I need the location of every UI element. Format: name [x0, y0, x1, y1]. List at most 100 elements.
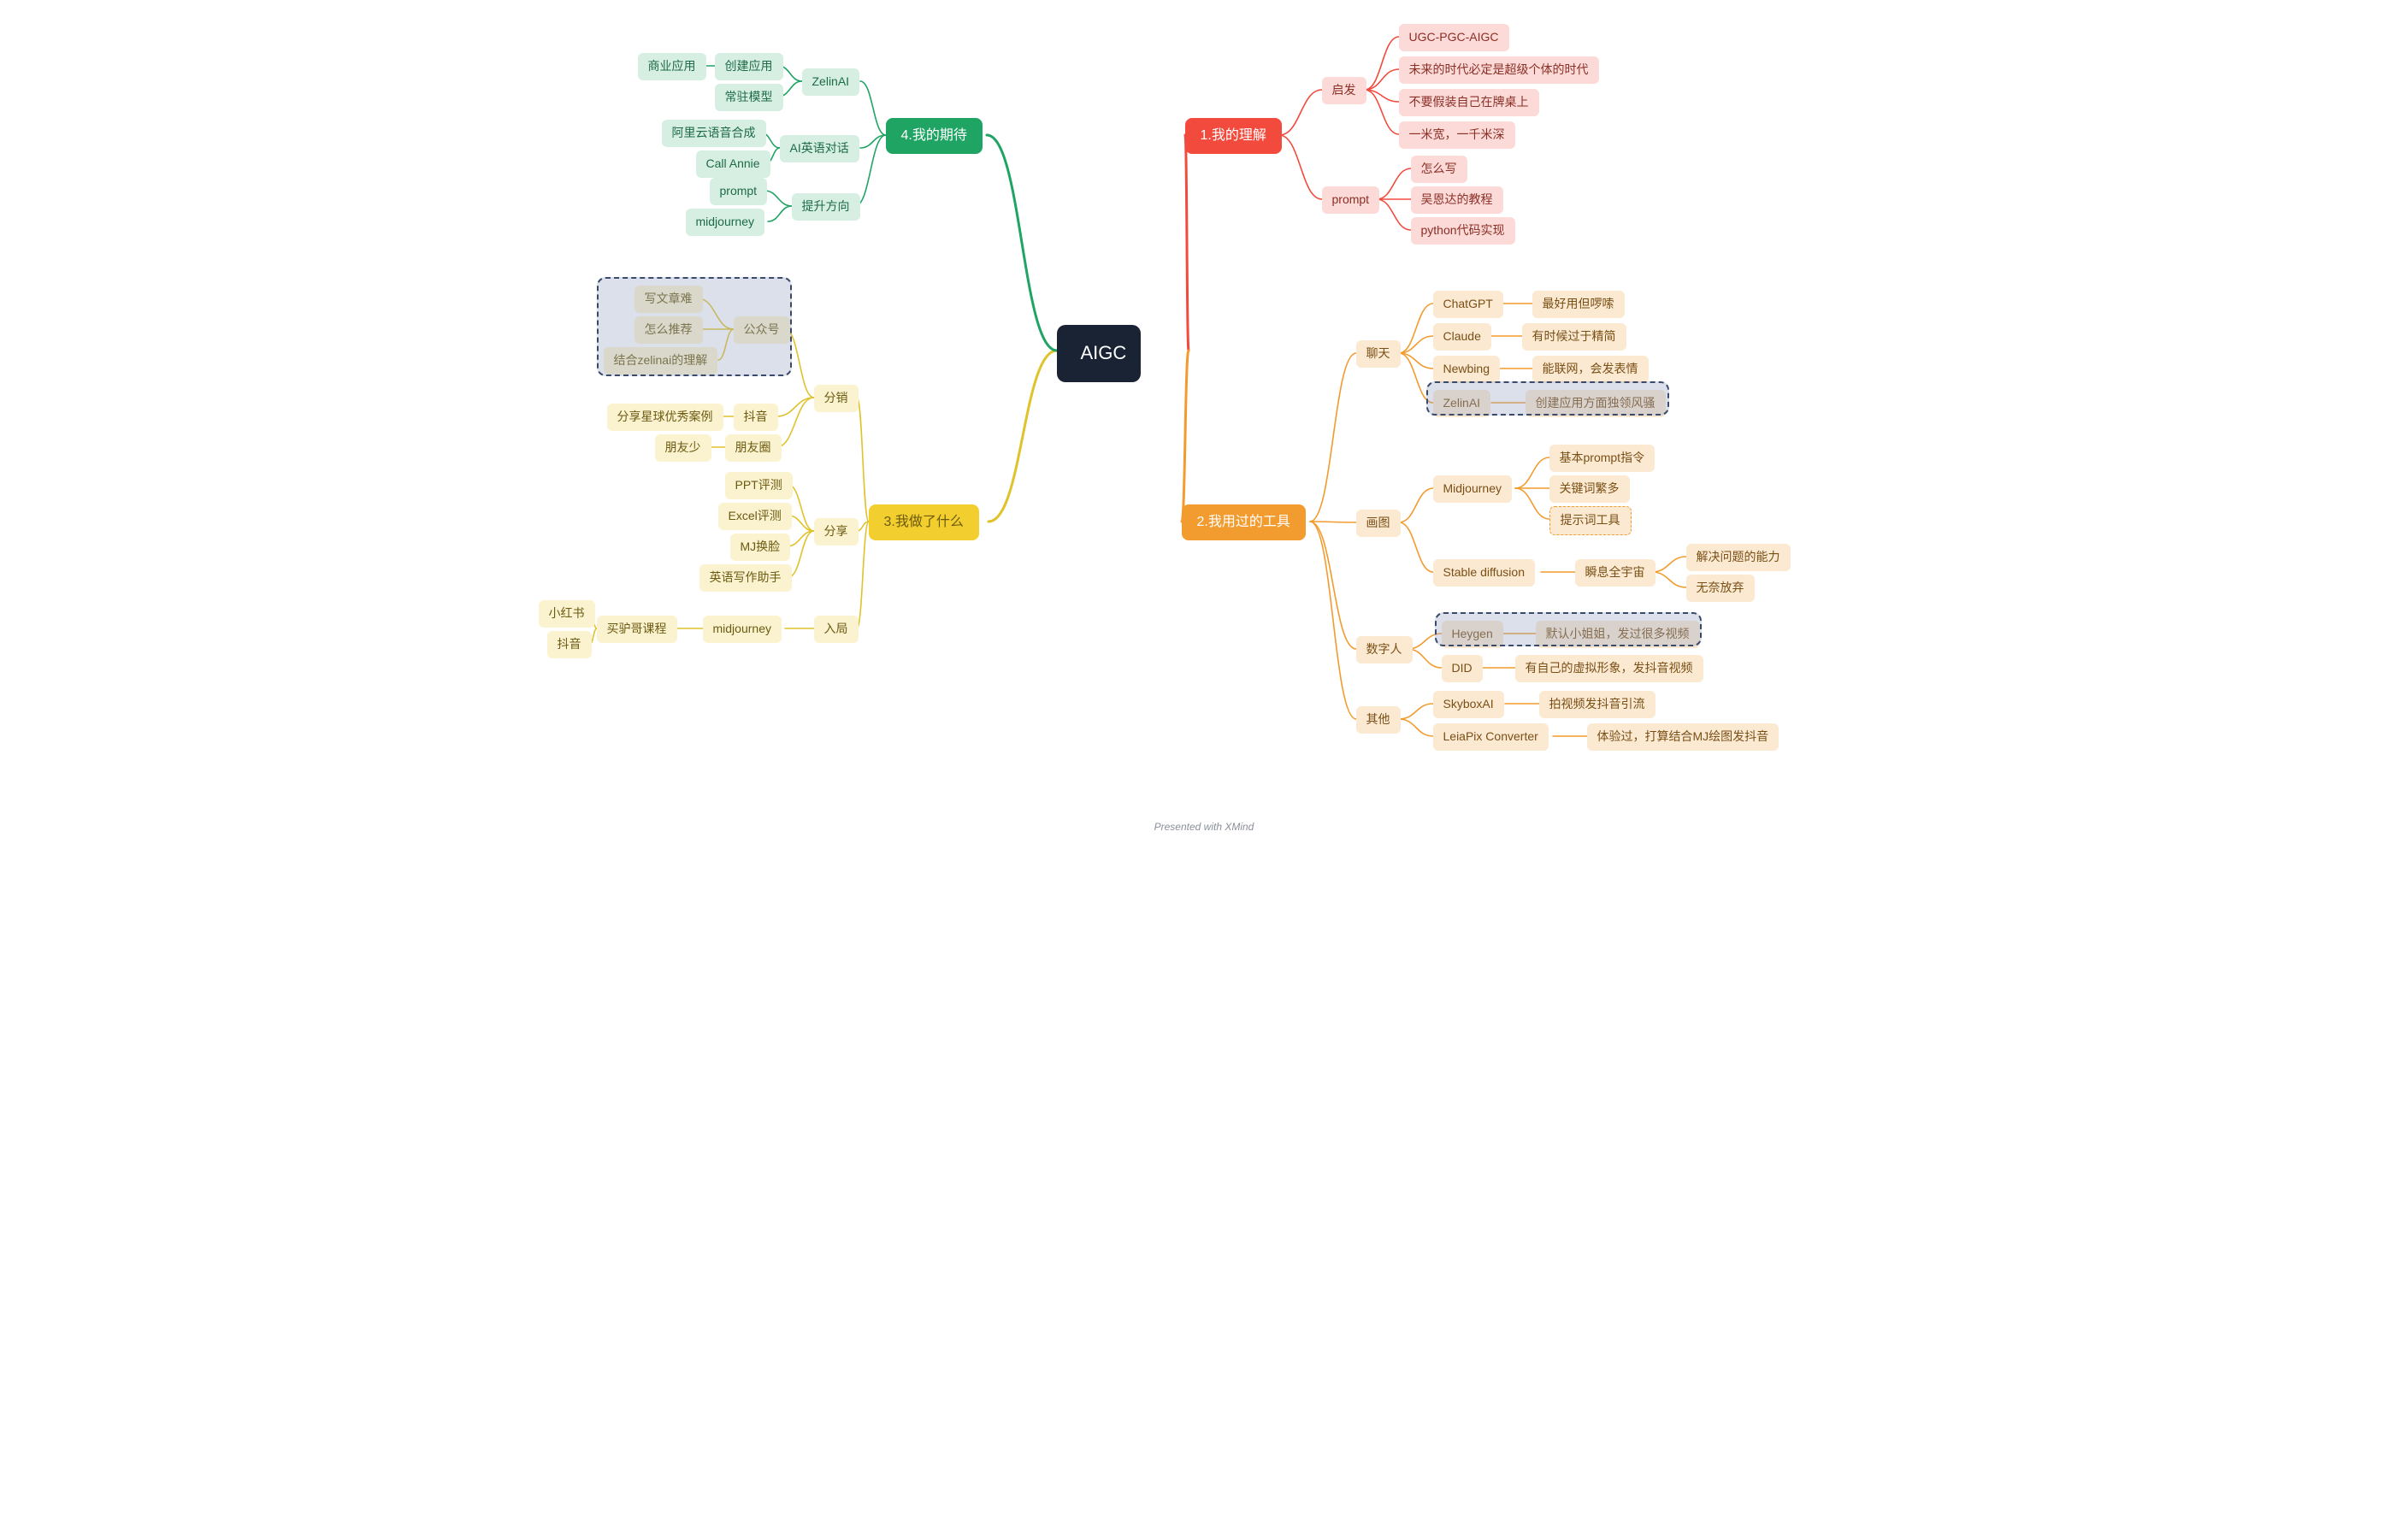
connector	[1515, 457, 1549, 488]
leaf-node: 商业应用	[638, 53, 706, 80]
connector	[1515, 488, 1549, 519]
leaf-node: Midjourney	[1433, 475, 1512, 503]
connector	[987, 135, 1057, 351]
connector	[1377, 199, 1411, 230]
leaf-node: UGC-PGC-AIGC	[1399, 24, 1509, 51]
leaf-node: midjourney	[703, 616, 782, 643]
connector	[1279, 135, 1322, 199]
connector	[1310, 522, 1356, 719]
root-node: AIGC	[1057, 325, 1141, 382]
leaf-node: 入局	[814, 616, 859, 643]
connector	[860, 81, 886, 135]
leaf-node: 关键词繁多	[1549, 475, 1630, 503]
branch-node: 1.我的理解	[1185, 118, 1282, 154]
connector	[764, 191, 792, 206]
leaf-node: Claude	[1433, 323, 1491, 351]
connector	[1399, 488, 1433, 522]
connector	[776, 398, 814, 416]
leaf-node: 创建应用	[715, 53, 783, 80]
leaf-node: 基本prompt指令	[1549, 445, 1656, 472]
leaf-node: MJ换脸	[730, 534, 791, 561]
leaf-node: Stable diffusion	[1433, 559, 1535, 587]
leaf-node: 未来的时代必定是超级个体的时代	[1399, 56, 1599, 84]
leaf-node: 怎么写	[1411, 156, 1467, 183]
connector	[1399, 704, 1433, 719]
leaf-node: SkyboxAI	[1433, 691, 1504, 718]
leaf-node: 提升方向	[792, 193, 860, 221]
connector	[1399, 719, 1433, 736]
leaf-node: 有自己的虚拟形象，发抖音视频	[1515, 655, 1703, 682]
connector	[857, 522, 869, 531]
leaf-node: 数字人	[1356, 636, 1413, 663]
leaf-node: 一米宽，一千米深	[1399, 121, 1515, 149]
leaf-node: Newbing	[1433, 356, 1500, 383]
leaf-node: 朋友少	[655, 434, 711, 462]
leaf-node: 抖音	[547, 631, 592, 658]
leaf-node: 解决问题的能力	[1686, 544, 1791, 571]
connector	[1185, 135, 1189, 351]
leaf-node: 其他	[1356, 706, 1401, 734]
connector	[768, 206, 792, 221]
connector	[1182, 351, 1189, 522]
connector	[1399, 304, 1433, 353]
leaf-node: Excel评测	[718, 503, 792, 530]
leaf-node: 朋友圈	[725, 434, 782, 462]
connector	[1365, 90, 1399, 102]
connector	[1652, 557, 1686, 572]
branch-node: 2.我用过的工具	[1182, 504, 1306, 540]
leaf-node: ChatGPT	[1433, 291, 1503, 318]
connector	[1310, 522, 1356, 649]
leaf-node: python代码实现	[1411, 217, 1515, 245]
connector	[1365, 37, 1399, 90]
leaf-node: LeiaPix Converter	[1433, 723, 1549, 751]
connector	[788, 516, 814, 531]
highlight-box	[1435, 612, 1702, 646]
connector	[776, 398, 814, 447]
leaf-node: 最好用但啰嗦	[1532, 291, 1625, 318]
leaf-node: prompt	[710, 178, 768, 205]
connector	[1408, 649, 1442, 668]
leaf-node: 拍视频发抖音引流	[1539, 691, 1656, 718]
leaf-node: 瞬息全宇宙	[1575, 559, 1656, 587]
highlight-box	[597, 277, 792, 376]
leaf-node: 画图	[1356, 510, 1401, 537]
branch-node: 4.我的期待	[886, 118, 983, 154]
connector	[1377, 168, 1411, 199]
leaf-node: Call Annie	[696, 150, 770, 178]
leaf-node: 常驻模型	[715, 84, 783, 111]
mindmap-canvas: AIGC 1.我的理解 2.我用过的工具 3.我做了什么 4.我的期待 启发 UGC-PGC…	[535, 0, 1874, 855]
leaf-node: prompt	[1322, 186, 1380, 214]
leaf-node: 买驴哥课程	[597, 616, 677, 643]
leaf-node: 英语写作助手	[699, 564, 792, 592]
leaf-node: midjourney	[686, 209, 764, 236]
connector	[1399, 336, 1433, 353]
connector	[989, 351, 1057, 522]
leaf-node: AI英语对话	[780, 135, 859, 162]
connector	[787, 531, 814, 546]
connector	[788, 531, 814, 577]
connector	[1399, 522, 1433, 572]
leaf-node: PPT评测	[725, 472, 793, 499]
leaf-node: 抖音	[734, 404, 778, 431]
leaf-node: 聊天	[1356, 340, 1401, 368]
leaf-node: 体验过，打算结合MJ绘图发抖音	[1587, 723, 1779, 751]
connector	[857, 398, 869, 522]
leaf-node: 分享	[814, 518, 859, 545]
leaf-node: 阿里云语音合成	[662, 120, 766, 147]
leaf-node: 启发	[1322, 77, 1366, 104]
leaf-node: 分销	[814, 385, 859, 412]
connector	[1279, 90, 1322, 135]
leaf-node: 不要假装自己在牌桌上	[1399, 89, 1539, 116]
leaf-node: 能联网，会发表情	[1532, 356, 1649, 383]
connector	[1399, 353, 1433, 369]
leaf-node: 分享星球优秀案例	[607, 404, 723, 431]
footer-credit: Presented with XMind	[535, 821, 1874, 833]
leaf-node: 无奈放弃	[1686, 575, 1755, 602]
highlight-box	[1426, 381, 1669, 416]
connector	[860, 135, 886, 148]
connector	[1310, 353, 1356, 522]
leaf-node: ZelinAI	[802, 68, 860, 96]
connector	[1365, 90, 1399, 134]
branch-node: 3.我做了什么	[869, 504, 979, 540]
leaf-node: 有时候过于精简	[1522, 323, 1626, 351]
